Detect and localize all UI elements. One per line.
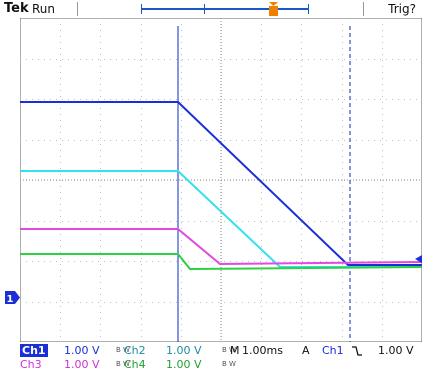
record-length-indicator bbox=[141, 8, 309, 10]
bw-icon: B W bbox=[116, 346, 130, 354]
timebase-value: 1.00ms bbox=[242, 344, 283, 357]
trigger-status: Trig? bbox=[388, 2, 416, 16]
record-mid-tick bbox=[204, 4, 205, 14]
falling-edge-icon bbox=[352, 346, 362, 356]
ch1-label[interactable]: Ch1 bbox=[20, 344, 48, 357]
trigger-level: 1.00 V bbox=[378, 344, 414, 357]
ch2-scale: 1.00 V bbox=[166, 344, 202, 357]
ch4-waveform bbox=[20, 253, 422, 271]
trigger-source[interactable]: Ch1 bbox=[322, 344, 344, 357]
record-trigger-icon bbox=[269, 2, 278, 16]
ch3-waveform bbox=[20, 228, 422, 266]
readout-row-1: Ch1 1.00 V B W Ch2 1.00 V B W M 1.00ms A… bbox=[0, 343, 422, 358]
ch-level-marker-icon bbox=[415, 255, 422, 263]
ch1-scale: 1.00 V bbox=[64, 344, 100, 357]
readout-row-2: Ch3 1.00 V B W Ch4 1.00 V B W bbox=[0, 357, 422, 372]
divider bbox=[363, 2, 364, 16]
record-end-tick bbox=[308, 4, 309, 14]
bw-icon: B W bbox=[222, 360, 236, 368]
ch2-label[interactable]: Ch2 bbox=[124, 344, 146, 357]
ch3-label[interactable]: Ch3 bbox=[20, 358, 42, 371]
divider bbox=[77, 2, 78, 16]
ch1-waveform bbox=[20, 101, 422, 266]
ch4-label[interactable]: Ch4 bbox=[124, 358, 146, 371]
bw-icon: B W bbox=[116, 360, 130, 368]
waveform-display[interactable] bbox=[20, 18, 422, 342]
trigger-mode[interactable]: A bbox=[302, 344, 310, 357]
ch1-ground-marker-icon[interactable]: 1 bbox=[5, 291, 20, 304]
acquisition-state: Run bbox=[32, 2, 56, 16]
ch4-scale: 1.00 V bbox=[166, 358, 202, 371]
ch3-scale: 1.00 V bbox=[64, 358, 100, 371]
status-bar: Tek Run Trig? bbox=[0, 0, 422, 18]
brand-label: Tek bbox=[4, 1, 29, 16]
ground-marker-label: 1 bbox=[7, 294, 14, 304]
timebase-label[interactable]: M bbox=[230, 344, 240, 357]
bw-icon: B W bbox=[222, 346, 236, 354]
